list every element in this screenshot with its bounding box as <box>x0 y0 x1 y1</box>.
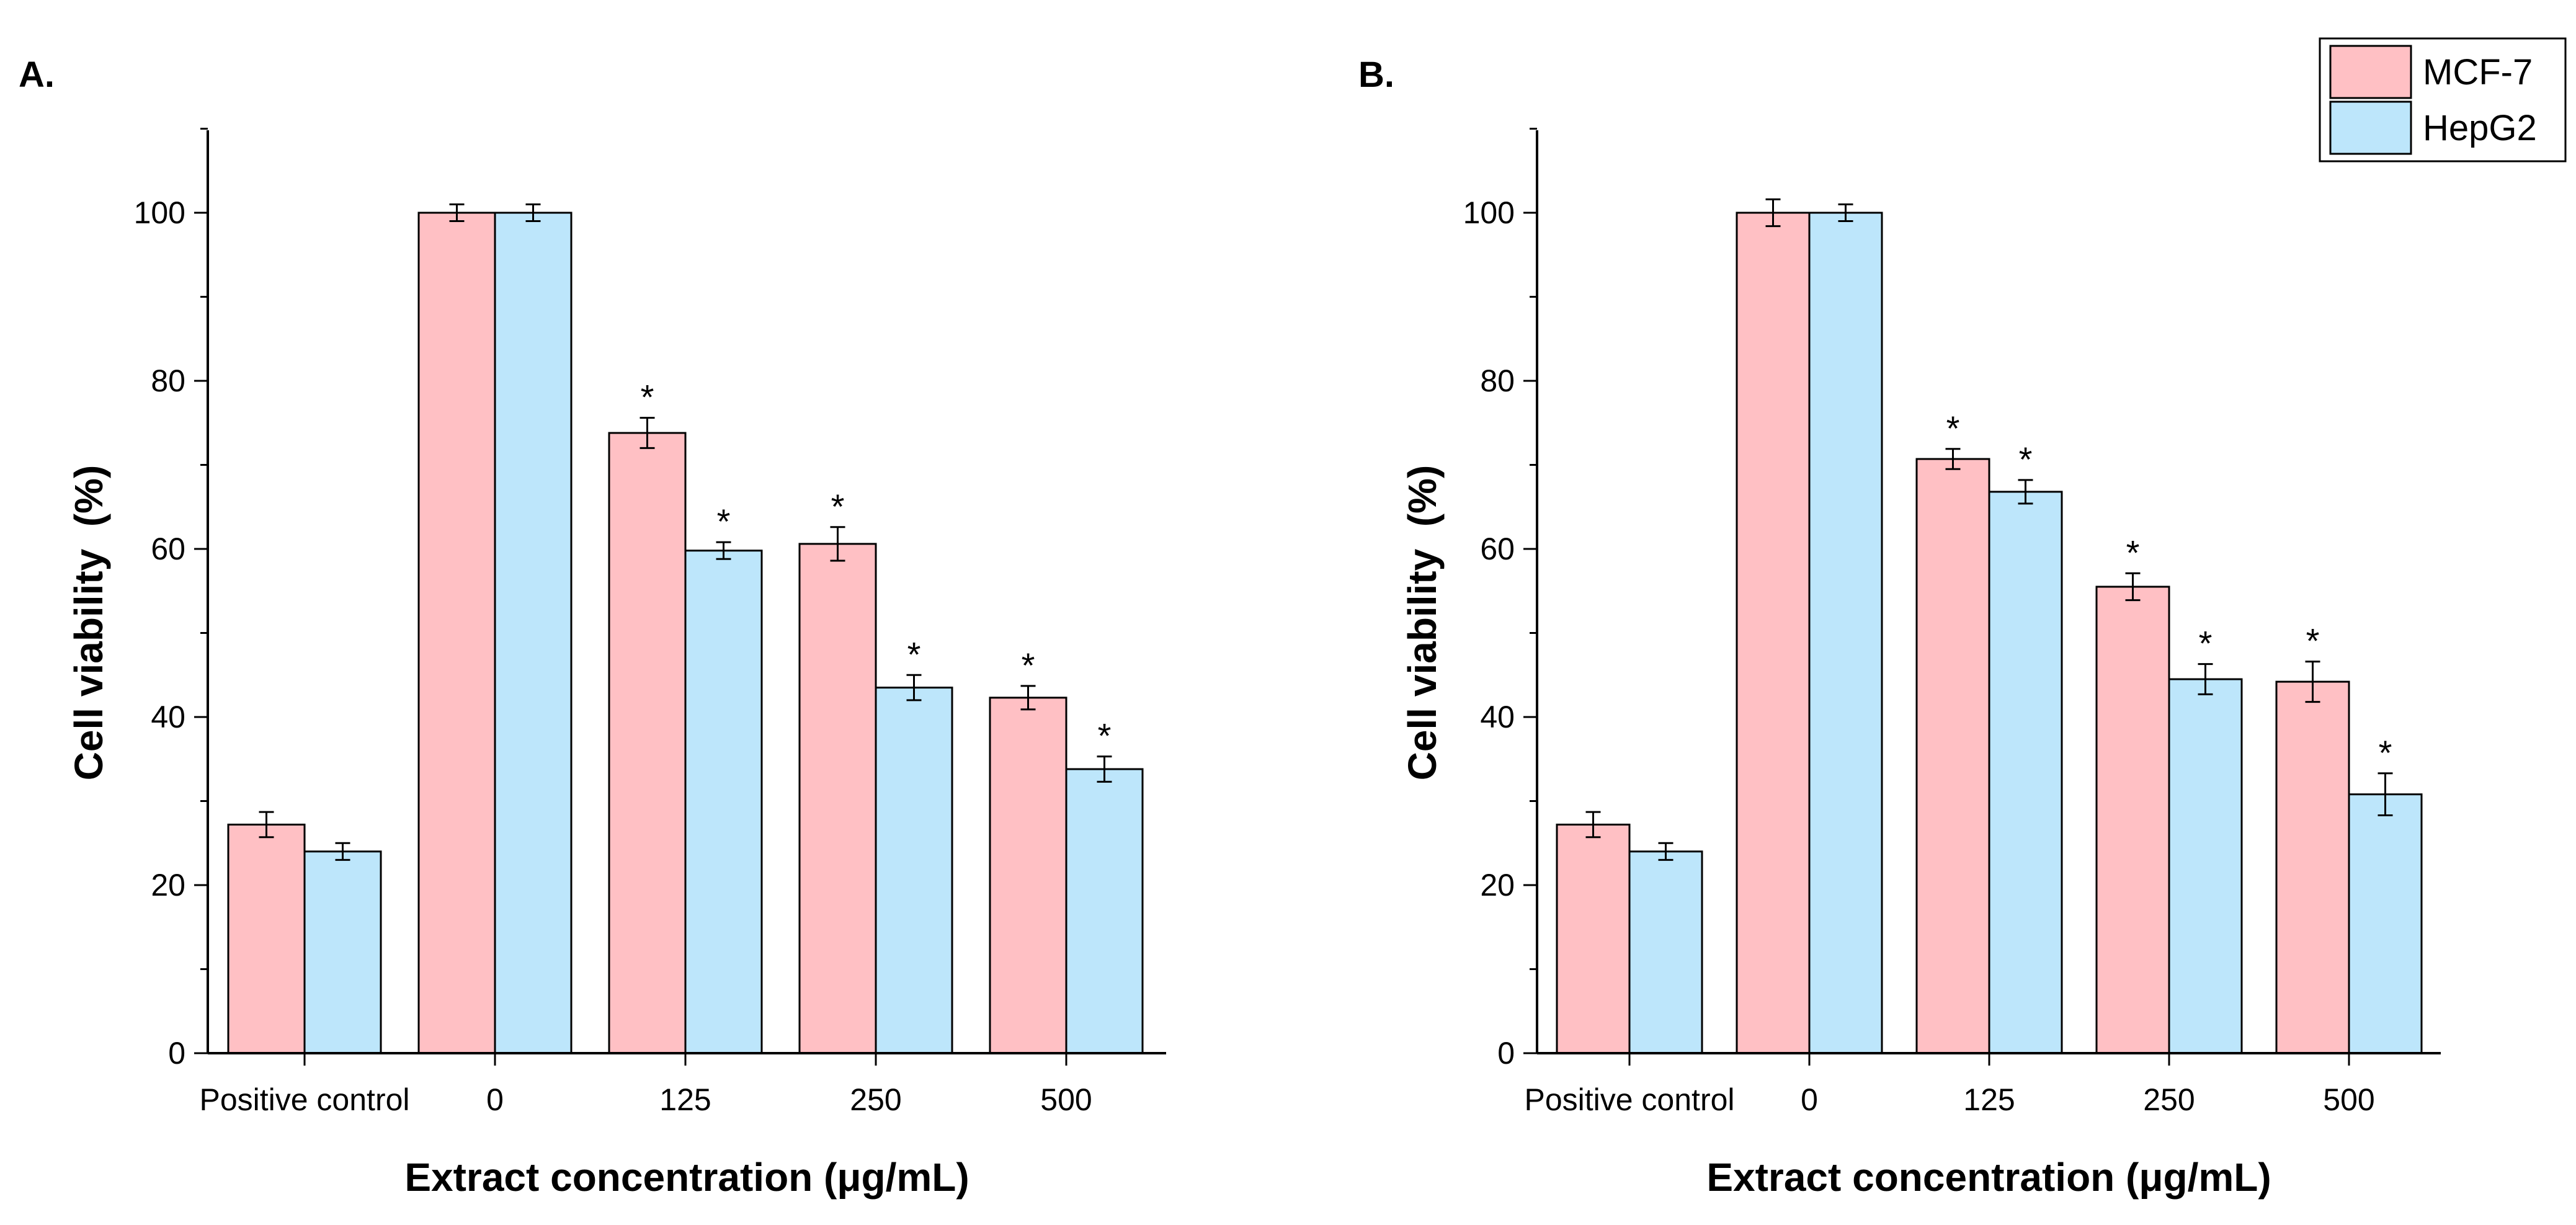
legend-label-hepg2: HepG2 <box>2423 108 2537 148</box>
panel-label-a: A. <box>19 55 55 95</box>
x-tick-label-a-1: 0 <box>486 1082 504 1117</box>
y-tick-label-b-4: 80 <box>1480 363 1515 398</box>
x-axis-title-b: Extract concentration (μg/mL) <box>1706 1155 2271 1200</box>
x-tick-label-b-0: Positive control <box>1524 1082 1734 1117</box>
x-tick-label-a-4: 500 <box>1040 1082 1092 1117</box>
x-tick-label-a-0: Positive control <box>199 1082 409 1117</box>
significance-star-b-mcf7-2: * <box>1946 409 1960 448</box>
x-tick-label-b-4: 500 <box>2323 1082 2374 1117</box>
bar-b-hepg2-2 <box>1988 491 2063 1054</box>
legend-swatch-mcf7 <box>2329 45 2412 99</box>
bar-b-mcf7-4 <box>2275 680 2350 1054</box>
y-tick-label-b-0: 0 <box>1497 1036 1515 1071</box>
y-tick-label-a-5: 100 <box>134 195 185 230</box>
bar-b-hepg2-1 <box>1808 212 1883 1054</box>
x-tick-label-a-2: 125 <box>659 1082 711 1117</box>
significance-star-a-mcf7-4: * <box>1022 646 1035 685</box>
significance-star-a-hepg2-2: * <box>717 502 731 541</box>
legend-swatch-hepg2 <box>2329 100 2412 155</box>
bar-b-mcf7-3 <box>2095 586 2170 1054</box>
significance-star-b-hepg2-3: * <box>2199 624 2213 663</box>
x-tick-label-b-2: 125 <box>1963 1082 2015 1117</box>
legend: MCF-7 HepG2 <box>2319 37 2567 163</box>
bar-a-mcf7-0 <box>227 823 306 1054</box>
x-tick-label-b-3: 250 <box>2143 1082 2195 1117</box>
bar-b-hepg2-3 <box>2168 678 2243 1054</box>
significance-star-a-mcf7-2: * <box>641 378 654 417</box>
bar-a-hepg2-1 <box>494 212 573 1054</box>
significance-star-a-hepg2-4: * <box>1098 716 1112 755</box>
x-tick-label-b-1: 0 <box>1801 1082 1818 1117</box>
bar-a-mcf7-1 <box>417 212 496 1054</box>
bar-a-mcf7-4 <box>989 697 1067 1054</box>
y-tick-label-a-1: 20 <box>151 868 185 902</box>
bar-a-mcf7-3 <box>798 543 877 1054</box>
bar-b-mcf7-0 <box>1556 823 1631 1054</box>
significance-star-b-mcf7-4: * <box>2306 621 2320 661</box>
y-axis-title-a: Cell viability (%) <box>66 465 111 781</box>
significance-star-b-hepg2-2: * <box>2019 440 2033 479</box>
panel-label-b: B. <box>1358 55 1394 95</box>
y-tick-label-a-2: 40 <box>151 700 185 734</box>
legend-label-mcf7: MCF-7 <box>2423 52 2533 92</box>
bar-a-hepg2-4 <box>1065 768 1144 1054</box>
y-tick-label-a-3: 60 <box>151 532 185 566</box>
y-tick-label-b-5: 100 <box>1463 195 1515 230</box>
y-tick-label-b-1: 20 <box>1480 868 1515 902</box>
bar-b-hepg2-0 <box>1628 850 1703 1054</box>
x-axis-title-a: Extract concentration (μg/mL) <box>404 1155 969 1200</box>
significance-star-a-hepg2-3: * <box>907 635 921 674</box>
bar-a-mcf7-2 <box>608 432 687 1054</box>
bar-a-hepg2-2 <box>684 550 763 1054</box>
bar-b-mcf7-1 <box>1736 212 1811 1054</box>
significance-star-b-mcf7-3: * <box>2126 533 2140 572</box>
y-axis-title-b: Cell viability (%) <box>1400 465 1445 781</box>
y-tick-label-a-0: 0 <box>168 1036 185 1071</box>
significance-star-b-hepg2-4: * <box>2379 733 2392 772</box>
x-tick-label-a-3: 250 <box>850 1082 901 1117</box>
significance-star-a-mcf7-3: * <box>831 487 845 526</box>
y-tick-label-b-2: 40 <box>1480 700 1515 734</box>
y-tick-label-b-3: 60 <box>1480 532 1515 566</box>
bar-a-hepg2-3 <box>875 687 953 1054</box>
bar-b-mcf7-2 <box>1915 458 1990 1054</box>
y-tick-label-a-4: 80 <box>151 363 185 398</box>
panel-b: B. Positive control 0 * * 125 * * 250 * * 500 0 20 40 6… <box>1358 55 2441 1200</box>
bar-a-hepg2-0 <box>303 850 382 1054</box>
panel-a: A. Positive control 0 * * 125 * * 250 * * 500 0 20 40 6… <box>19 55 1166 1200</box>
bar-b-hepg2-4 <box>2348 793 2423 1054</box>
